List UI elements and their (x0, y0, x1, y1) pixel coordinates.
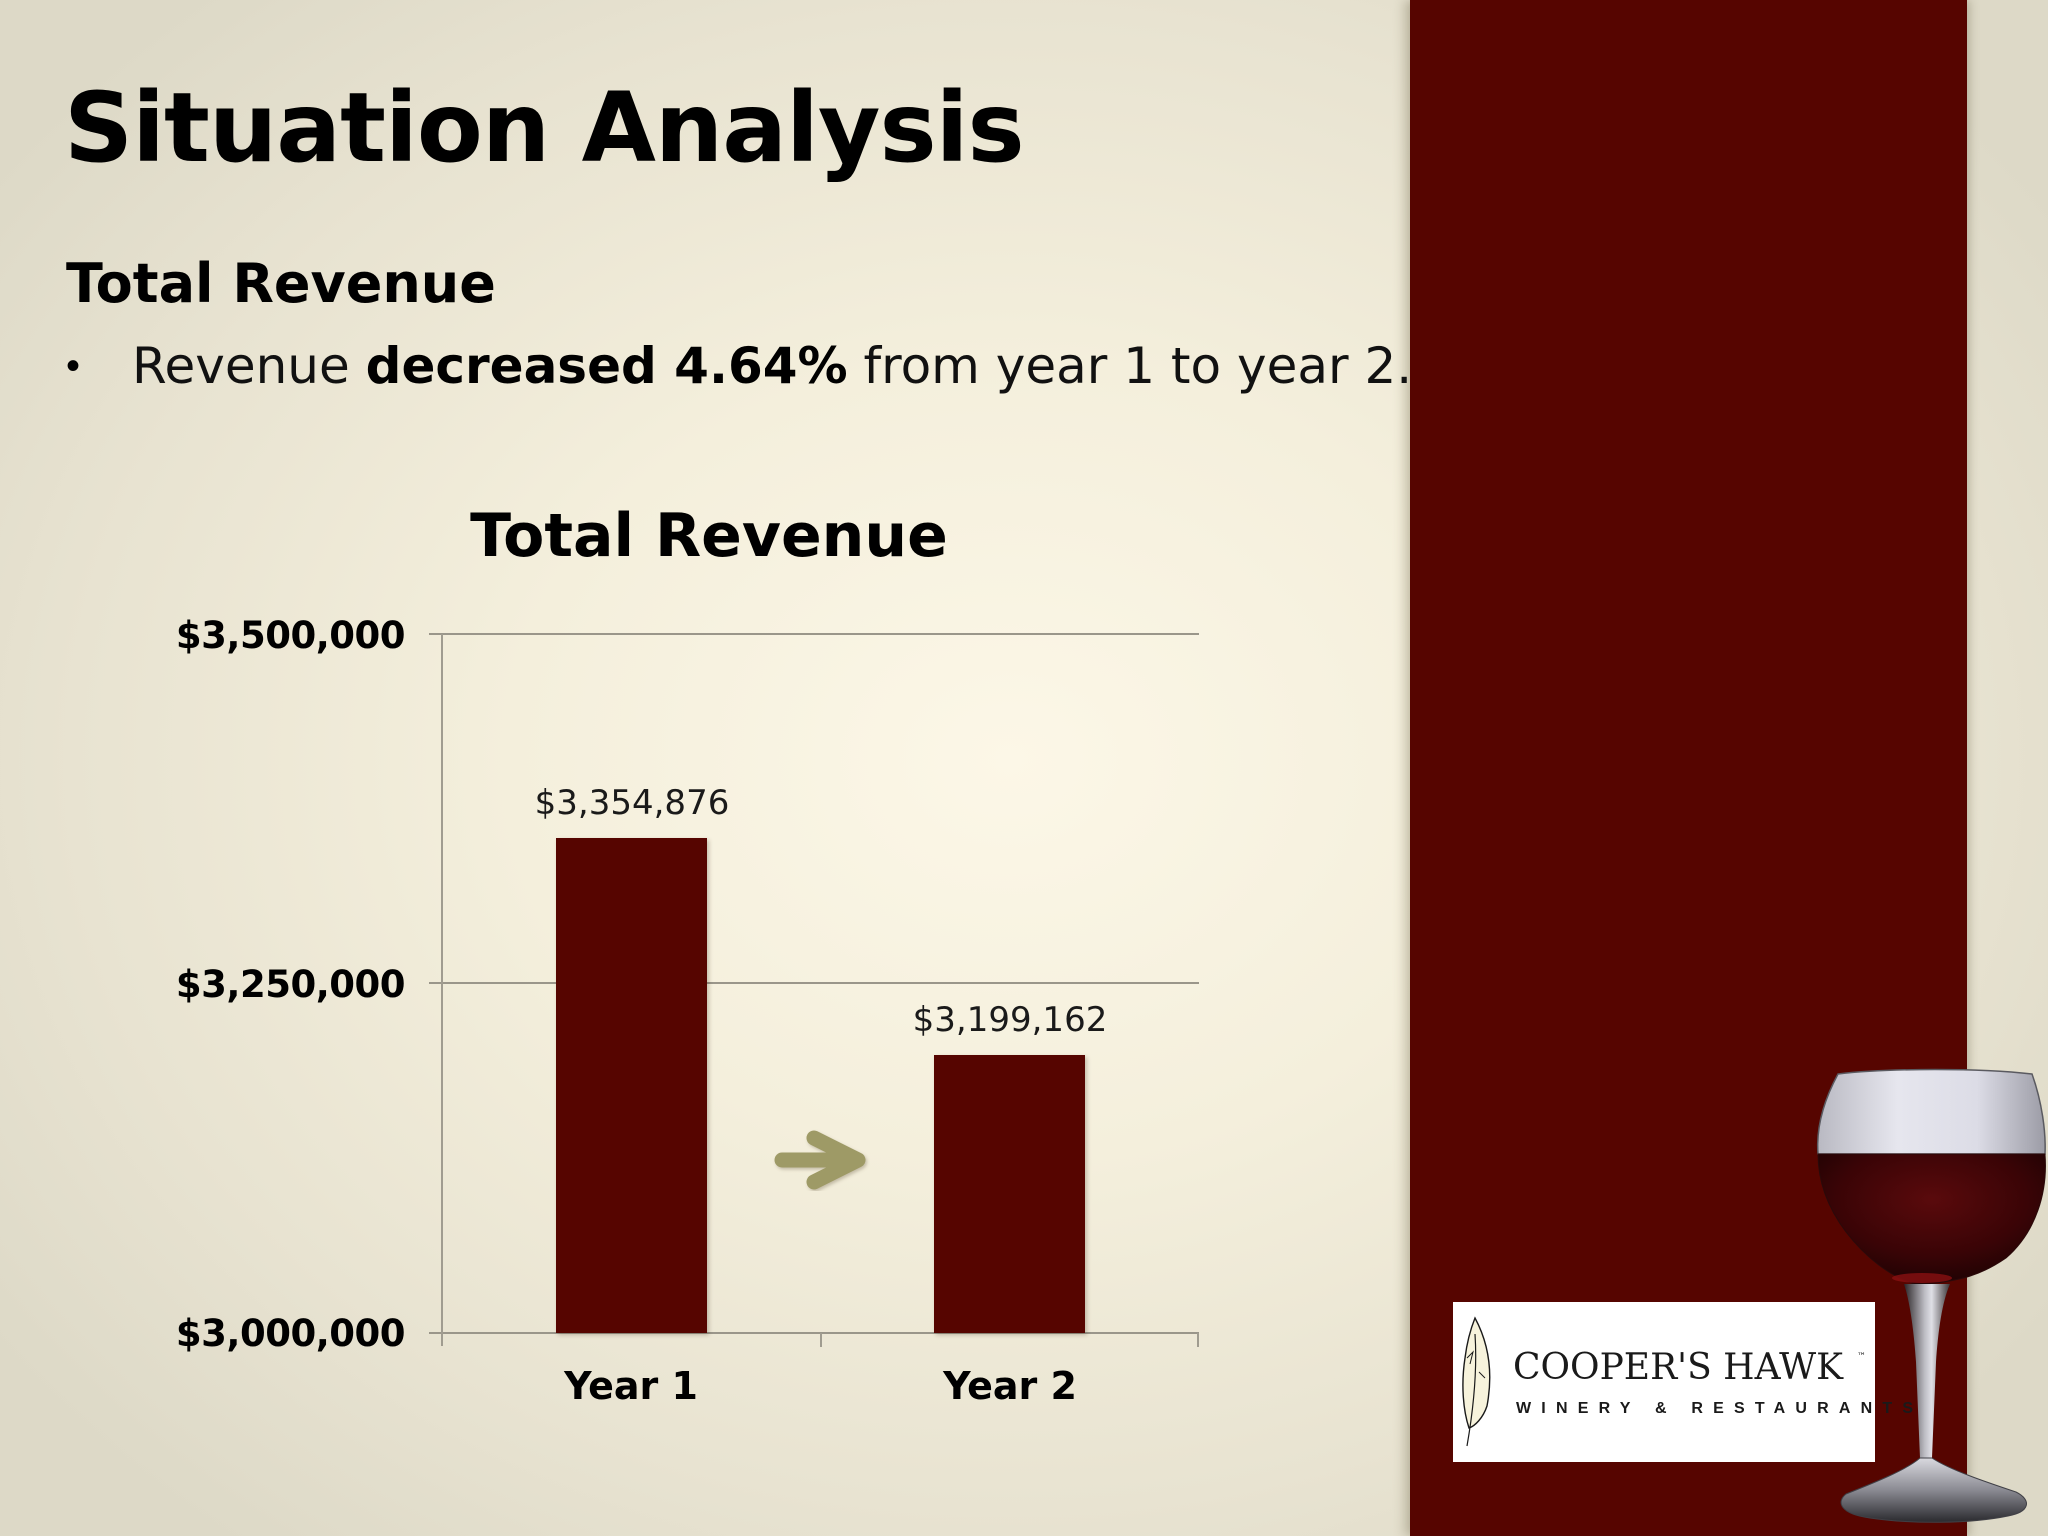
bar-year-2 (934, 1055, 1085, 1333)
x-tick (820, 1333, 822, 1347)
data-label: $3,199,162 (912, 1000, 1108, 1040)
data-label: $3,354,876 (534, 783, 730, 823)
company-logo: COOPER'S HAWK ™ WINERY & RESTAURANTS (1453, 1302, 1913, 1462)
arrow-right-icon (774, 1130, 866, 1190)
y-tick-label: $3,250,000 (175, 963, 406, 1006)
bar-year-1 (556, 838, 707, 1333)
y-tick-label: $3,500,000 (175, 614, 406, 657)
y-axis-line (441, 634, 443, 1346)
x-tick-label: Year 1 (564, 1364, 698, 1408)
bullet-text-emphasis: decreased 4.64% (365, 337, 848, 395)
bullet-point: • Revenue decreased 4.64% from year 1 to … (66, 332, 1412, 400)
x-tick (1197, 1333, 1199, 1347)
slide-title: Situation Analysis (64, 72, 1025, 184)
chart-title: Total Revenue (470, 501, 948, 571)
logo-name: COOPER'S HAWK (1513, 1347, 1844, 1388)
bullet-text-prefix: Revenue (132, 337, 366, 395)
gridline (429, 633, 1199, 635)
trademark-mark: ™ (1857, 1352, 1866, 1362)
gridline (429, 982, 1199, 984)
logo-tagline: WINERY & RESTAURANTS (1516, 1400, 1924, 1417)
x-tick-label: Year 2 (943, 1364, 1077, 1408)
wine-glass-image (1816, 1068, 2046, 1523)
section-heading: Total Revenue (66, 252, 496, 315)
x-axis-line (429, 1332, 1199, 1334)
y-tick-label: $3,000,000 (175, 1312, 406, 1355)
bullet-marker: • (66, 343, 81, 389)
bullet-text-suffix: from year 1 to year 2. (847, 337, 1413, 395)
feather-icon (1462, 1316, 1491, 1447)
accent-band (1410, 0, 1967, 1536)
